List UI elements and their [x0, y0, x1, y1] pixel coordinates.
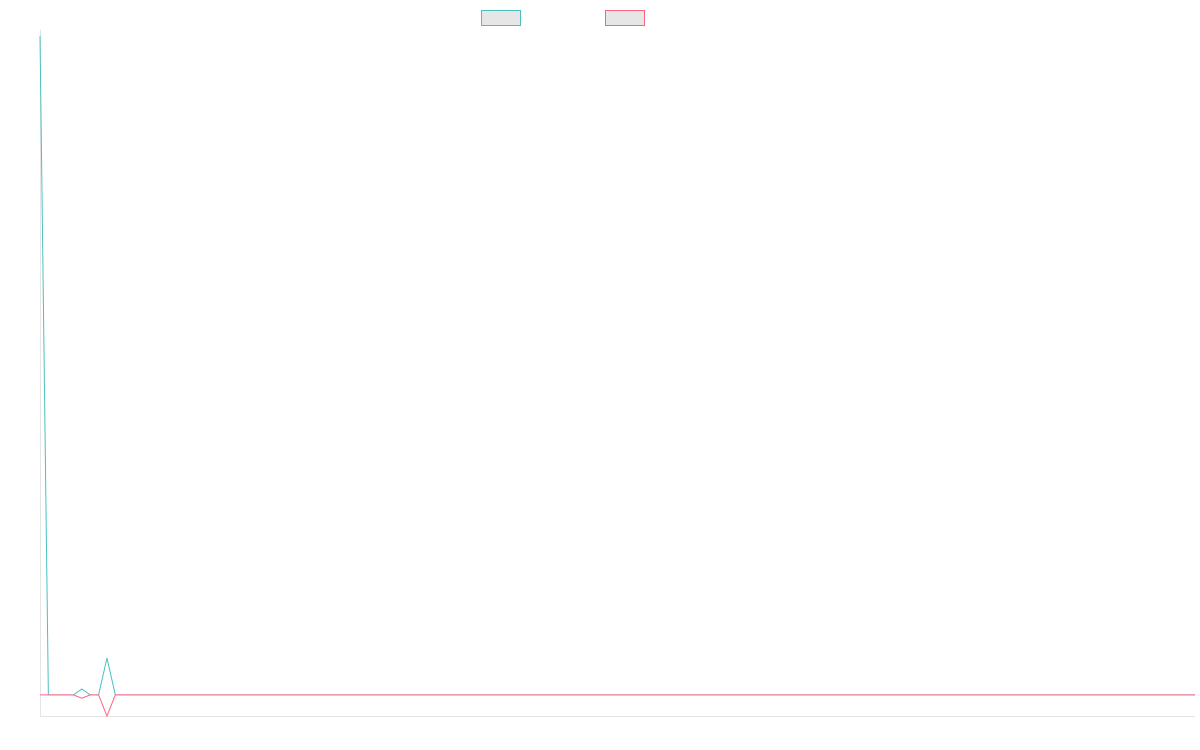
- legend-swatch-0[interactable]: [481, 10, 521, 26]
- series-line-1: [40, 694, 1195, 718]
- legend-swatch-1[interactable]: [605, 10, 645, 26]
- legend: [481, 10, 645, 26]
- series-line-0: [39, 35, 1195, 696]
